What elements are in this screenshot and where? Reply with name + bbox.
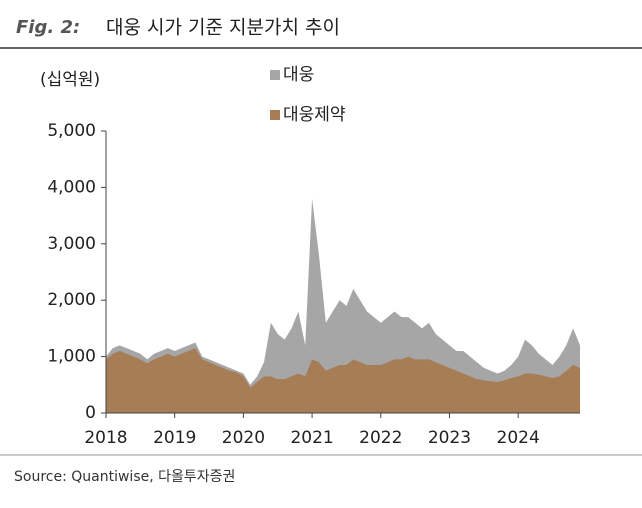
y-axis-label: (십억원)	[40, 70, 100, 90]
y-tick-label: 3,000	[47, 234, 96, 254]
x-tick-label: 2018	[84, 428, 127, 448]
y-tick-label: 2,000	[47, 290, 96, 310]
x-tick-label: 2024	[497, 428, 540, 448]
x-tick-label: 2022	[359, 428, 402, 448]
x-tick-label: 2023	[428, 428, 471, 448]
area	[106, 348, 580, 413]
area	[106, 198, 580, 413]
source: Source: Quantiwise, 다올투자증권	[14, 469, 235, 485]
legend-swatch	[270, 110, 280, 120]
x-tick-label: 2021	[290, 428, 333, 448]
x-tick-label: 2020	[222, 428, 265, 448]
legend-label: 대웅	[283, 65, 314, 85]
chart-title: 대웅 시가 기준 지분가치 추이	[106, 17, 340, 39]
figure-label: Fig. 2:	[16, 17, 80, 38]
y-tick-label: 4,000	[47, 177, 96, 197]
x-tick-label: 2019	[153, 428, 196, 448]
y-tick-label: 1,000	[47, 347, 96, 367]
legend-label: 대웅제약	[283, 105, 346, 125]
y-tick-label: 5,000	[47, 121, 96, 141]
legend-swatch	[270, 70, 280, 80]
y-tick-label: 0	[85, 403, 96, 423]
